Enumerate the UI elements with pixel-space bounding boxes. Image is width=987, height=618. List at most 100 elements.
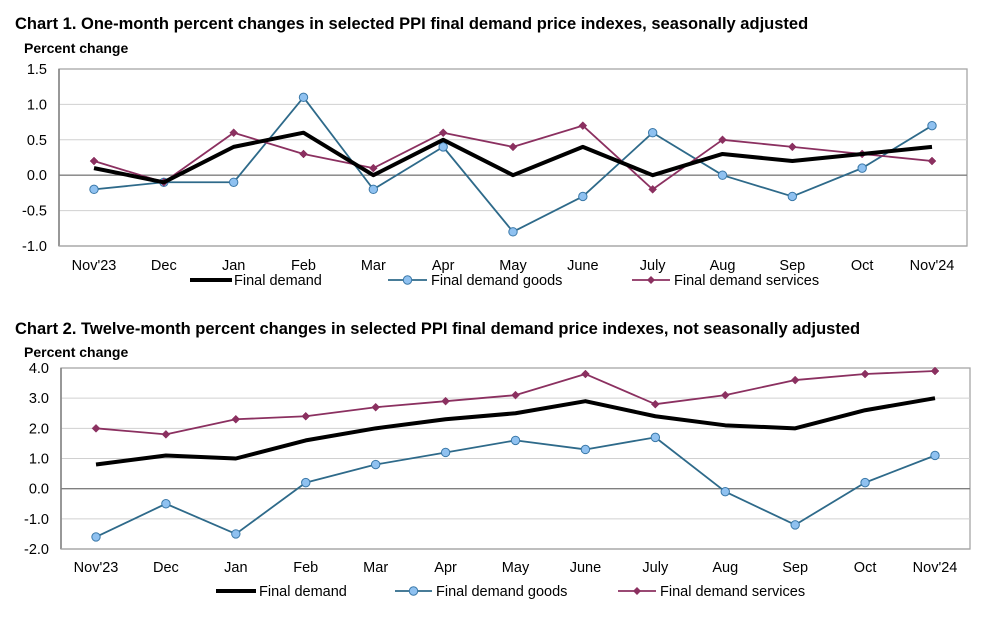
chart-1-final-demand-goods-point (228, 177, 239, 187)
chart-2-final-demand-goods-point (440, 447, 451, 458)
chart-1-final-demand-goods-point (857, 163, 867, 173)
chart-2-x-tick-label: Nov'23 (74, 560, 119, 576)
chart-1-y-tick-label: -0.5 (22, 204, 47, 220)
chart-1-x-tick-label: Aug (710, 258, 736, 274)
chart-2-final-demand-services-point (650, 399, 660, 409)
chart-1-x-tick-label: Oct (851, 258, 874, 274)
chart-1-legend-final-demand-label: Final demand (234, 273, 322, 289)
chart-2-x-tick-label: Mar (363, 560, 388, 576)
chart-2-final-demand-services-point (371, 402, 381, 412)
chart-1-plot: 1.5 1.0 0.5 0.0 -0.5 -1.0 Nov'23 Dec Jan Feb Mar Ap… (22, 62, 968, 289)
chart-2-x-tick-label: Nov'24 (913, 560, 958, 576)
chart-2-final-demand-goods-point (231, 529, 241, 539)
chart-2-final-demand-goods-point (650, 432, 661, 443)
chart-1-x-tick-label: Nov'23 (72, 258, 117, 274)
chart-2-final-demand-goods-point (91, 532, 101, 542)
chart-2-title: Chart 2. Twelve-month percent changes in… (15, 320, 861, 338)
chart-2-final-demand-services-point (231, 414, 241, 424)
chart-1-final-demand-goods-point (578, 191, 588, 202)
chart-2-legend-final-demand-services-label: Final demand services (660, 584, 805, 600)
chart-2-y-tick-label: 1.0 (29, 452, 49, 468)
chart-1-final-demand-services-point (438, 128, 448, 138)
chart-2-final-demand-services-point (860, 369, 870, 379)
chart-2-final-demand-goods-point (860, 477, 870, 488)
chart-1-final-demand-services-point (648, 185, 658, 194)
chart-2-legend-final-demand-services-marker (633, 587, 641, 595)
chart-2-final-demand-goods-point (370, 459, 381, 470)
chart-1-final-demand-services-point (787, 142, 797, 152)
chart-1-y-tick-label: 1.5 (27, 62, 47, 78)
chart-2-x-tick-label: Oct (854, 560, 877, 576)
chart-1-legend-final-demand-services-marker (647, 276, 655, 284)
chart-2-y-tick-label: -1.0 (24, 512, 49, 528)
chart-2-plot: 4.0 3.0 2.0 1.0 0.0 -1.0 -2.0 Nov'23 Dec Jan Feb Ma… (24, 361, 971, 600)
chart-1-x-tick-label: Jan (222, 258, 245, 274)
chart-1-final-demand-services-point (508, 142, 518, 152)
chart-1-final-demand-goods-point (438, 142, 448, 152)
chart-2-x-tick-label: Feb (293, 560, 318, 576)
chart-1-x-tick-label: Dec (151, 258, 177, 274)
chart-1-x-tick-label: June (567, 258, 598, 274)
chart-1-x-tick-label: Feb (291, 258, 316, 274)
chart-2-x-tick-label: Aug (712, 560, 738, 576)
chart-1-final-demand-goods-point (89, 184, 99, 195)
chart-1-legend-final-demand-services-label: Final demand services (674, 273, 819, 289)
chart-1-final-demand-services-point (927, 156, 937, 166)
chart-1-final-demand-goods-point (717, 170, 728, 180)
chart-2-final-demand-goods-point (161, 499, 171, 509)
chart-2-final-demand-services-point (301, 411, 311, 421)
chart-2: Chart 2. Twelve-month percent changes in… (0, 305, 987, 618)
chart-1-x-tick-label: July (640, 258, 667, 274)
chart-1-x-tick-label: Apr (432, 258, 455, 274)
chart-2-y-tick-label: 4.0 (29, 361, 49, 377)
chart-1-series-final-demand-line (93, 130, 933, 185)
chart-2-final-demand-services-point (441, 396, 450, 406)
chart-2-x-tick-label: Jan (224, 560, 247, 576)
chart-1-final-demand-services-point (578, 121, 588, 130)
chart-1-final-demand-services-point (229, 128, 239, 138)
chart-2-y-axis-label: Percent change (24, 344, 129, 360)
chart-2-x-tick-label: July (642, 560, 669, 576)
chart-1-x-tick-label: Sep (779, 258, 805, 274)
chart-2-legend-final-demand-goods-marker (408, 586, 419, 596)
chart-1: Chart 1. One-month percent changes in se… (0, 0, 987, 305)
chart-1-legend-final-demand-goods-marker (402, 275, 413, 285)
chart-2-final-demand-services-point (511, 390, 520, 400)
chart-2-y-tick-label: 3.0 (29, 391, 49, 407)
chart-1-legend-final-demand-goods-label: Final demand goods (431, 273, 562, 289)
chart-1-title: Chart 1. One-month percent changes in se… (15, 15, 809, 33)
chart-2-final-demand-goods-point (301, 477, 311, 488)
chart-1-final-demand-goods-point (927, 120, 937, 131)
chart-1-x-tick-label: May (499, 258, 527, 274)
chart-2-final-demand-services-point (91, 423, 101, 433)
chart-1-y-tick-label: 0.0 (27, 168, 47, 184)
chart-2-final-demand-services-point (161, 430, 171, 439)
chart-2-legend-final-demand-goods-label: Final demand goods (436, 584, 567, 600)
chart-2-y-tick-label: -2.0 (24, 542, 49, 558)
chart-2-final-demand-services-point (790, 375, 800, 385)
chart-2-x-tick-label: May (502, 560, 530, 576)
chart-1-final-demand-services-point (368, 163, 378, 173)
chart-1-y-tick-label: 1.0 (27, 97, 47, 113)
chart-2-final-demand-goods-point (510, 435, 521, 446)
chart-2-x-tick-label: Sep (782, 560, 808, 576)
chart-2-legend-final-demand-label: Final demand (259, 584, 347, 600)
chart-2-final-demand-goods-point (930, 450, 940, 461)
chart-1-final-demand-goods-point (647, 128, 658, 138)
chart-2-final-demand-goods-point (580, 444, 591, 455)
chart-2-y-tick-label: 2.0 (29, 421, 49, 437)
chart-1-final-demand-services-point (718, 135, 727, 145)
chart-2-series-final-demand-line (95, 396, 936, 467)
chart-1-x-tick-label: Nov'24 (910, 258, 955, 274)
chart-2-y-tick-label: 0.0 (29, 482, 49, 498)
chart-1-final-demand-goods-point (368, 184, 379, 195)
chart-1-x-tick-label: Mar (361, 258, 386, 274)
chart-1-final-demand-goods-point (298, 92, 309, 103)
chart-1-final-demand-services-point (89, 156, 99, 166)
chart-2-final-demand-goods-point (790, 520, 800, 530)
chart-1-final-demand-goods-point (787, 191, 798, 202)
chart-2-x-tick-label: Dec (153, 560, 179, 576)
chart-1-y-tick-label: 0.5 (27, 133, 47, 149)
chart-2-final-demand-goods-point (720, 486, 730, 497)
chart-1-y-axis-label: Percent change (24, 40, 129, 56)
